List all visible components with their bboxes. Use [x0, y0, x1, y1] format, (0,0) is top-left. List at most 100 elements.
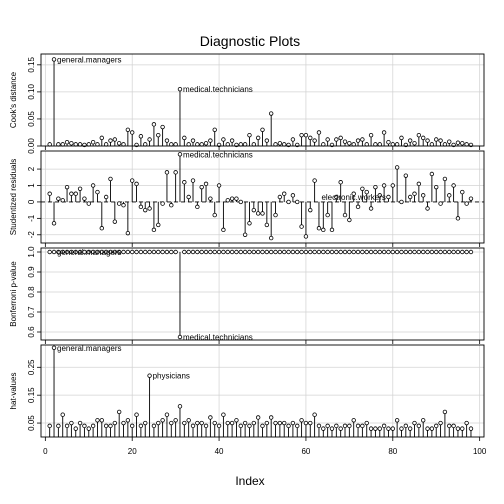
point-1	[47, 191, 52, 196]
point-44	[234, 418, 239, 423]
point-51	[264, 222, 270, 228]
point-39	[212, 420, 217, 426]
point-35	[195, 420, 200, 426]
point-89	[429, 249, 435, 255]
point-73	[360, 249, 365, 255]
point-annotation: medical.technicians	[183, 333, 253, 342]
point-72	[355, 138, 361, 143]
point-44	[234, 196, 239, 201]
point-75	[368, 132, 374, 138]
point-95	[455, 140, 461, 145]
point-69	[342, 249, 348, 255]
point-35	[195, 249, 200, 255]
point-43	[229, 249, 235, 255]
point-12	[95, 418, 100, 423]
point-28	[164, 138, 170, 143]
point-54	[277, 194, 283, 200]
y-tick-label: -2	[27, 231, 36, 239]
point-27	[160, 201, 165, 206]
point-71	[351, 249, 356, 255]
point-73	[360, 186, 365, 191]
point-93	[447, 423, 452, 429]
point-82	[399, 199, 404, 205]
point-34	[190, 178, 196, 183]
point-52	[268, 249, 274, 255]
point-68	[338, 135, 343, 141]
point-44	[234, 249, 239, 255]
point-31	[177, 404, 183, 409]
point-83	[403, 173, 409, 178]
y-tick-label: -1	[27, 214, 36, 222]
point-87	[420, 135, 426, 141]
y-tick-label: 0.15	[27, 387, 36, 403]
y-axis-label: Studentized residuals	[9, 159, 18, 236]
point-41	[221, 137, 226, 142]
point-75	[368, 426, 374, 431]
point-78	[381, 249, 387, 255]
point-39	[212, 127, 217, 132]
point-84	[407, 138, 413, 143]
point-annotation: medical.technicians	[183, 85, 253, 94]
point-63	[316, 423, 322, 429]
point-15	[108, 423, 113, 429]
point-43	[229, 196, 235, 201]
point-65	[325, 212, 330, 218]
point-64	[321, 227, 326, 233]
point-8	[77, 420, 83, 426]
point-20	[130, 249, 135, 255]
point-75	[368, 206, 374, 211]
point-85	[412, 141, 417, 146]
point-77	[377, 249, 382, 255]
y-tick-label: 0.6	[27, 326, 36, 338]
y-tick-label: 0.05	[27, 415, 36, 431]
point-92	[442, 409, 448, 415]
point-82	[399, 249, 404, 255]
point-53	[273, 249, 278, 255]
point-50	[260, 249, 265, 255]
point-84	[407, 426, 413, 431]
point-annotation: electronic.workers	[321, 193, 385, 202]
point-81	[394, 418, 400, 423]
point-78	[381, 130, 387, 135]
point-66	[329, 249, 335, 255]
point-63	[316, 130, 322, 135]
point-90	[434, 423, 439, 429]
point-11	[90, 140, 96, 145]
point-47	[247, 221, 252, 226]
point-10	[86, 201, 91, 206]
point-15	[108, 138, 113, 143]
point-77	[377, 193, 382, 198]
y-tick-label: 0.7	[27, 306, 36, 318]
x-tick-label: 40	[215, 447, 224, 456]
point-50	[260, 211, 265, 216]
point-6	[69, 420, 74, 426]
point-72	[355, 249, 361, 255]
point-67	[334, 194, 339, 200]
point-81	[394, 165, 400, 170]
point-33	[186, 249, 191, 255]
point-38	[208, 415, 213, 420]
point-31	[177, 152, 183, 157]
point-41	[221, 412, 226, 417]
point-86	[416, 181, 422, 187]
point-61	[308, 207, 313, 213]
point-48	[251, 249, 257, 255]
point-35	[195, 204, 200, 210]
point-13	[99, 418, 105, 423]
point-95	[455, 216, 461, 221]
point-15	[108, 176, 113, 182]
point-6	[69, 191, 74, 196]
point-50	[260, 423, 265, 429]
point-70	[347, 423, 352, 429]
point-71	[351, 191, 356, 196]
point-41	[221, 249, 226, 255]
point-annotation: general.managers	[57, 55, 121, 64]
point-91	[438, 249, 443, 255]
point-57	[290, 193, 296, 198]
point-20	[130, 423, 135, 429]
point-79	[386, 249, 391, 255]
y-axis-label: Bonferroni p-value	[9, 261, 18, 327]
point-77	[377, 426, 382, 431]
point-74	[364, 249, 369, 255]
point-59	[299, 249, 304, 255]
